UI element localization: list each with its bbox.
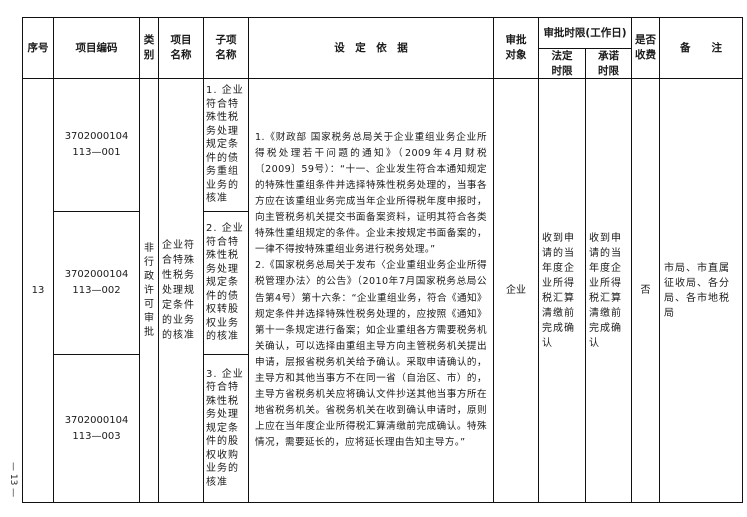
header-legal: 法定时限 xyxy=(538,48,586,79)
legal-limit-cell: 收到申请的当年度企业所得税汇算清缴前完成确认 xyxy=(538,78,586,503)
header-category: 类别 xyxy=(139,17,159,79)
page-number: — 13 — xyxy=(8,462,18,498)
header-basis: 设 定 依 据 xyxy=(248,17,494,79)
header-item-name: 项目名称 xyxy=(158,17,204,79)
header-remark: 备 注 xyxy=(659,17,743,79)
promise-limit-cell: 收到申请的当年度企业所得税汇算清缴前完成确认 xyxy=(585,78,632,503)
sub-item-cell-2: 2. 企业符合特殊性税务处理规定条件的债权转股权业务的核准 xyxy=(203,211,249,355)
header-code: 项目编码 xyxy=(53,17,140,79)
header-fee: 是否收费 xyxy=(631,17,660,79)
sub-item-cell-3: 3. 企业符合特殊性税务处理规定条件的股权收购业务的核准 xyxy=(203,354,249,503)
header-time-limit: 审批时限(工作日) xyxy=(538,17,632,49)
seq-cell: 13 xyxy=(22,78,54,503)
code-cell-2: 3702000104113—002 xyxy=(53,211,140,355)
header-promise: 承诺时限 xyxy=(585,48,632,79)
sub-item-cell-1: 1. 企业符合特殊性税务处理规定条件的债务重组业务的核准 xyxy=(203,78,249,212)
header-sub-item: 子项名称 xyxy=(203,17,249,79)
item-name-cell: 企业符合特殊性税务处理规定条件的业务的核准 xyxy=(158,78,204,503)
basis-cell: 1.《财政部 国家税务总局关于企业重组业务企业所得税处理若干问题的通知》（200… xyxy=(248,78,494,503)
remark-cell: 市局、市直属征收局、各分局、各市地税局 xyxy=(659,78,743,503)
header-target: 审批对象 xyxy=(493,17,539,79)
code-cell-1: 3702000104113—001 xyxy=(53,78,140,212)
category-cell: 非行政许可审批 xyxy=(139,78,159,503)
fee-cell: 否 xyxy=(631,78,660,503)
code-cell-3: 3702000104113—003 xyxy=(53,354,140,503)
target-cell: 企业 xyxy=(493,78,539,503)
header-seq: 序号 xyxy=(22,17,54,79)
